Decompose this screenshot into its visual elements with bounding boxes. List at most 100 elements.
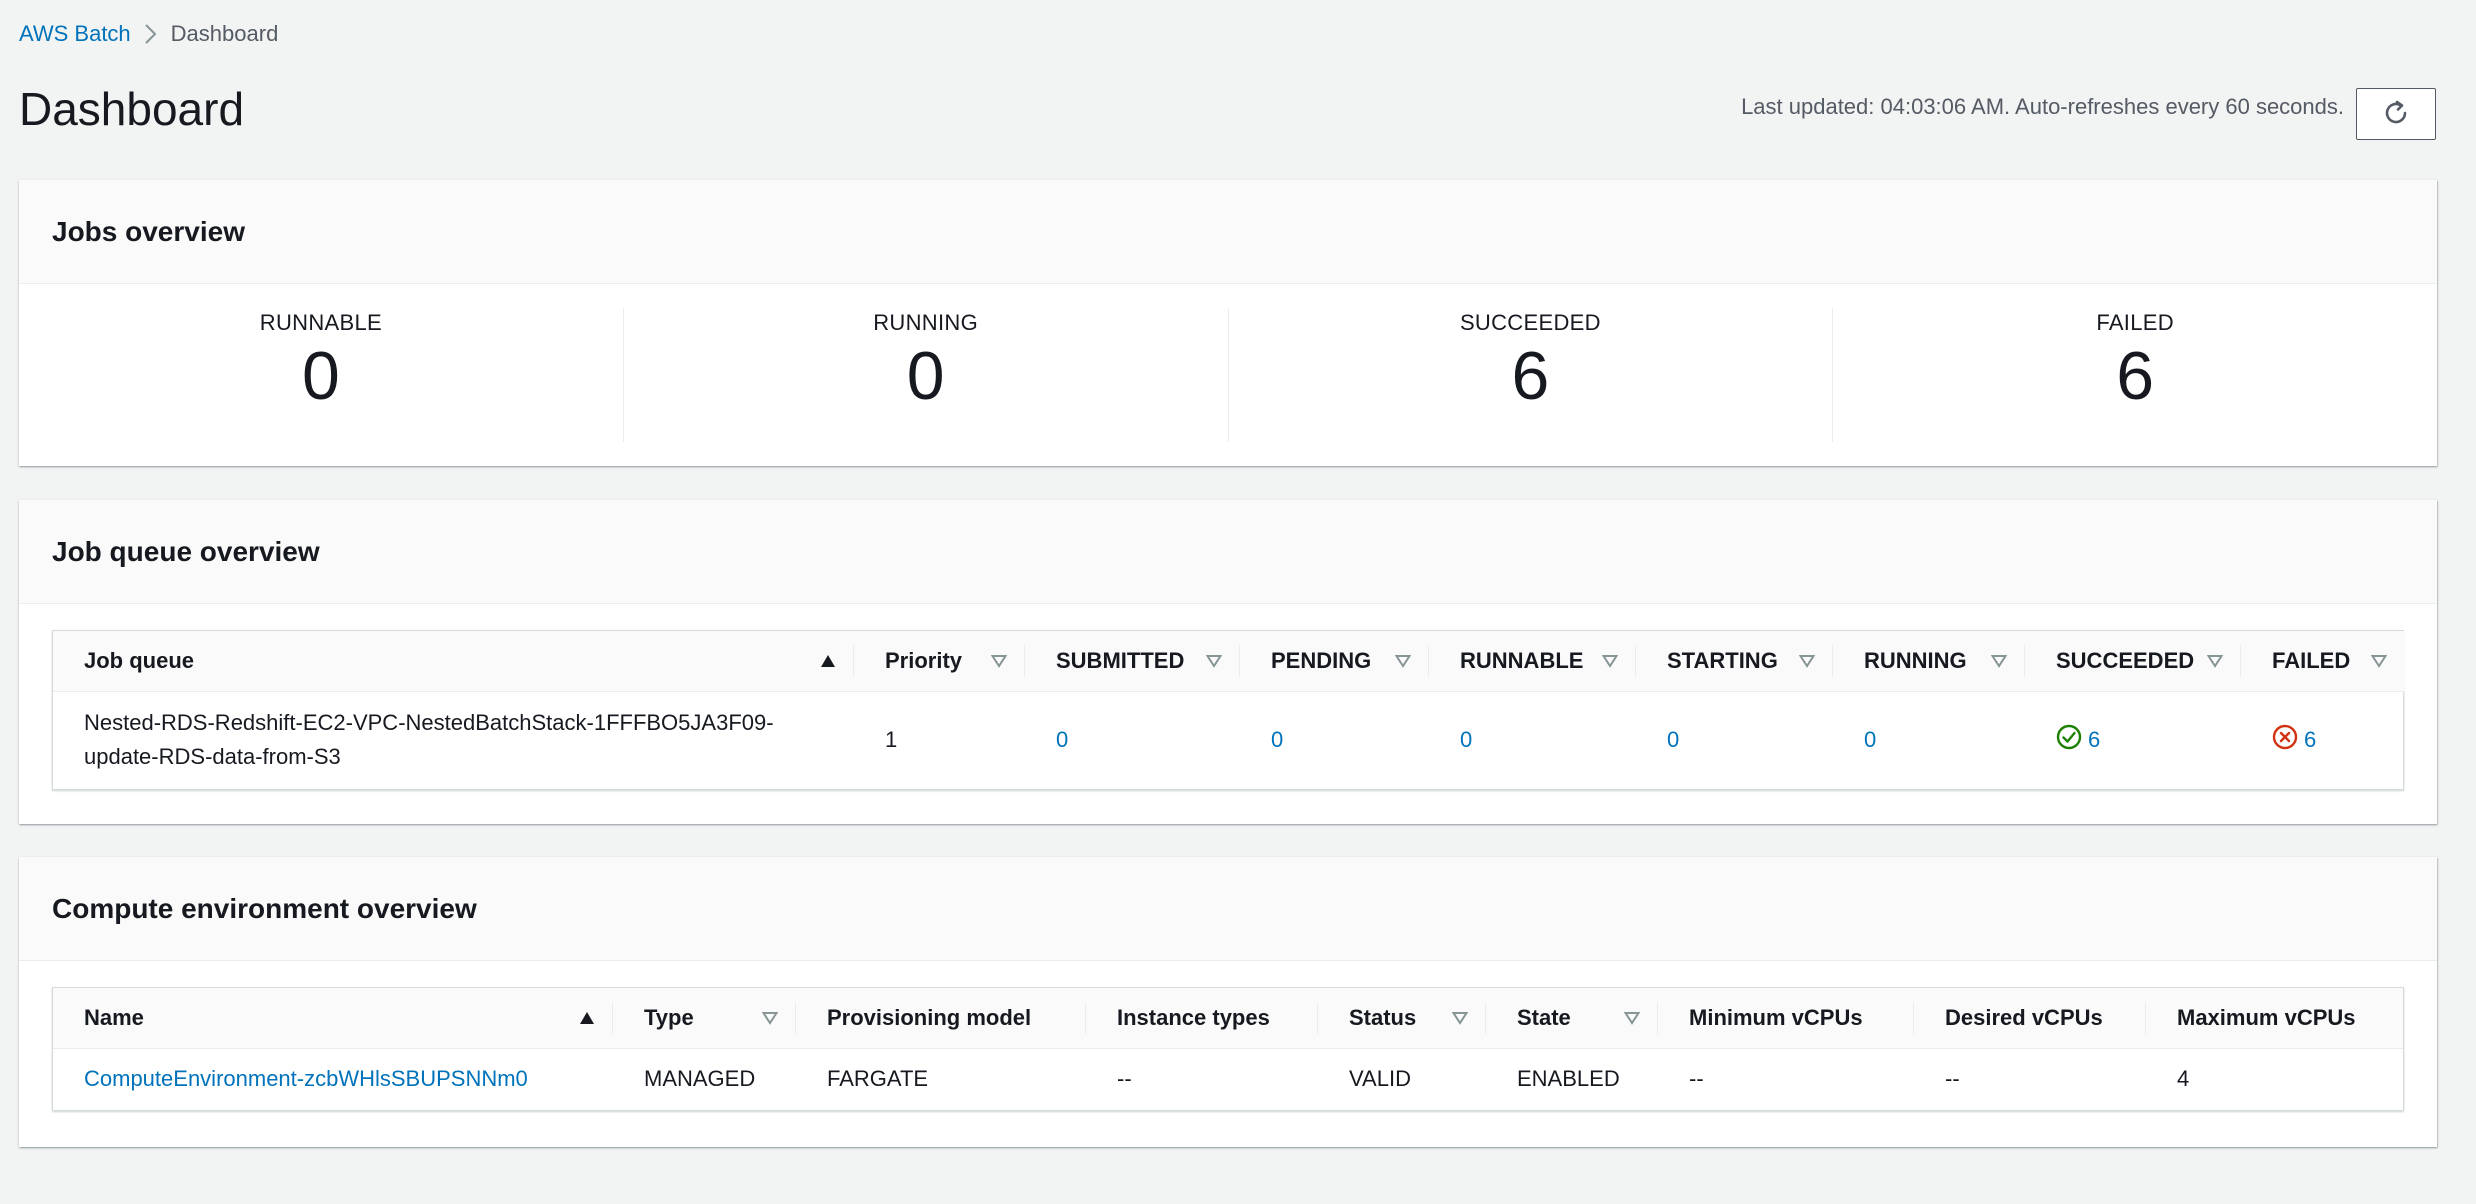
col-label: Priority [885,647,963,673]
col-min-vcpus: Minimum vCPUs [1658,988,1914,1049]
chevron-right-icon [131,20,171,48]
provisioning-model-cell: FARGATE [827,1066,929,1092]
stat-value: 0 [301,338,340,414]
job-queue-name-line1: Nested-RDS-Redshift-EC2-VPC-NestedBatchS… [84,710,774,736]
breadcrumb-root-link[interactable]: AWS Batch [19,21,131,46]
compute-environment-table: Name Type Provisioning model Instance ty… [53,988,2403,1110]
col-desired-vcpus: Desired vCPUs [1914,988,2146,1049]
sort-caret-icon [1601,648,1619,674]
sort-caret-icon [990,648,1008,674]
col-label: FAILED [2272,647,2351,673]
sort-caret-icon [1623,1005,1641,1031]
submitted-count-link[interactable]: 0 [1056,727,1069,753]
col-instance-types: Instance types [1086,988,1318,1049]
col-label: Maximum vCPUs [2177,1004,2356,1030]
compute-environment-link[interactable]: ComputeEnvironment-zcbWHlsSBUPSNNm0 [84,1066,528,1092]
col-label: RUNNING [1864,647,1967,673]
col-running[interactable]: RUNNING [1833,631,2025,692]
col-type[interactable]: Type [613,988,796,1049]
col-provisioning-model: Provisioning model [796,988,1086,1049]
sort-caret-icon [1451,1005,1469,1031]
succeeded-count-link[interactable]: 6 [2088,727,2101,753]
runnable-count-link[interactable]: 0 [1460,727,1473,753]
col-label: Job queue [84,647,195,673]
stat-runnable: RUNNABLE 0 [19,308,624,442]
col-priority[interactable]: Priority [854,631,1025,692]
table-row: Nested-RDS-Redshift-EC2-VPC-NestedBatchS… [53,691,2405,789]
sort-ascending-icon [579,1005,595,1031]
col-label: Name [84,1004,144,1030]
stat-value: 6 [1511,338,1550,414]
table-row: ComputeEnvironment-zcbWHlsSBUPSNNm0 MANA… [53,1048,2403,1110]
compute-table-wrap: Name Type Provisioning model Instance ty… [52,987,2404,1111]
stat-label: SUCCEEDED [1459,310,1601,335]
instance-types-cell: -- [1117,1066,1132,1092]
job-queue-name-line2: update-RDS-data-from-S3 [84,744,341,770]
type-cell: MANAGED [644,1066,756,1092]
col-label: SUCCEEDED [2056,647,2195,673]
job-queue-table: Job queue Priority SUBMITTED PENDING RUN… [53,631,2405,789]
compute-environment-overview-title: Compute environment overview [19,857,2437,961]
col-state[interactable]: State [1486,988,1658,1049]
col-label: Desired vCPUs [1945,1004,2103,1030]
col-pending[interactable]: PENDING [1240,631,1429,692]
col-job-queue[interactable]: Job queue [53,631,854,692]
job-queue-name-cell: Nested-RDS-Redshift-EC2-VPC-NestedBatchS… [53,691,854,789]
compute-environment-overview-panel: Compute environment overview Name Type P… [19,857,2437,1147]
sort-caret-icon [761,1005,779,1031]
stat-label: RUNNABLE [259,310,382,335]
table-header-row: Job queue Priority SUBMITTED PENDING RUN… [53,631,2405,692]
job-queue-name: Nested-RDS-Redshift-EC2-VPC-NestedBatchS… [84,706,854,774]
running-count-link[interactable]: 0 [1864,727,1877,753]
sort-caret-icon [1394,648,1412,674]
stat-failed: FAILED 6 [1833,308,2437,442]
sort-caret-icon [1798,648,1816,674]
failed-count[interactable]: 6 [2272,724,2405,756]
jobs-overview-panel: Jobs overview RUNNABLE 0 RUNNING 0 SUCCE… [19,180,2437,466]
starting-count-link[interactable]: 0 [1667,727,1680,753]
breadcrumb-current: Dashboard [170,21,279,46]
col-label: PENDING [1271,647,1372,673]
last-updated-text: Last updated: 04:03:06 AM. Auto-refreshe… [1741,94,2344,119]
jobs-overview-title: Jobs overview [19,180,2437,284]
col-label: Instance types [1117,1004,1270,1030]
job-queue-overview-panel: Job queue overview Job queue Priority SU… [19,500,2437,824]
pending-count-link[interactable]: 0 [1271,727,1284,753]
refresh-button[interactable] [2356,88,2436,140]
sort-caret-icon [2206,648,2224,674]
col-name[interactable]: Name [53,988,613,1049]
col-label: Provisioning model [827,1004,1032,1030]
col-submitted[interactable]: SUBMITTED [1025,631,1240,692]
sort-caret-icon [1205,648,1223,674]
col-label: Type [644,1004,694,1030]
job-queue-overview-title: Job queue overview [19,500,2437,604]
col-failed[interactable]: FAILED [2241,631,2405,692]
stat-running: RUNNING 0 [624,308,1229,442]
sort-caret-icon [1990,648,2008,674]
succeeded-count[interactable]: 6 [2056,724,2241,756]
stat-label: FAILED [2096,310,2174,335]
breadcrumb: AWS Batch Dashboard [19,20,278,48]
sort-caret-icon [2370,648,2388,674]
col-label: SUBMITTED [1056,647,1185,673]
col-succeeded[interactable]: SUCCEEDED [2025,631,2241,692]
x-circle-icon [2272,724,2298,756]
col-starting[interactable]: STARTING [1636,631,1833,692]
check-circle-icon [2056,724,2082,756]
stat-value: 0 [906,338,945,414]
job-queue-table-wrap: Job queue Priority SUBMITTED PENDING RUN… [52,630,2405,790]
stat-value: 6 [2116,338,2155,414]
refresh-icon [2381,98,2411,131]
col-label: Minimum vCPUs [1689,1004,1863,1030]
min-vcpus-cell: -- [1689,1066,1704,1092]
col-label: State [1517,1004,1571,1030]
max-vcpus-cell: 4 [2177,1066,2190,1092]
failed-count-link[interactable]: 6 [2304,727,2317,753]
status-cell: VALID [1349,1066,1411,1092]
jobs-stats: RUNNABLE 0 RUNNING 0 SUCCEEDED 6 FAILED … [19,284,2437,466]
col-runnable[interactable]: RUNNABLE [1429,631,1636,692]
col-max-vcpus: Maximum vCPUs [2146,988,2403,1049]
col-label: Status [1349,1004,1417,1030]
col-status[interactable]: Status [1318,988,1486,1049]
